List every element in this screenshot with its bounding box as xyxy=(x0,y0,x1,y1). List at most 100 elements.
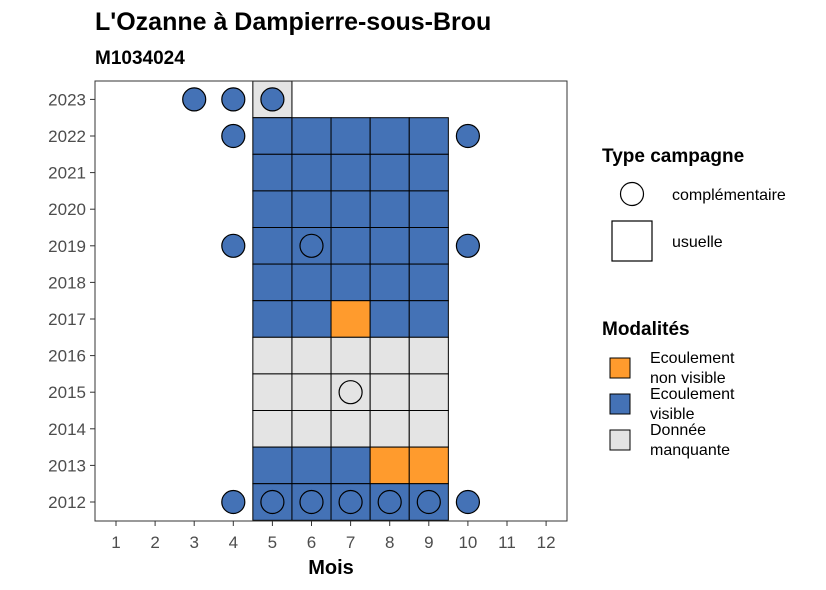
cell-usuelle-2015-6 xyxy=(291,373,332,411)
point-complementaire-2012-4 xyxy=(221,489,246,515)
cell-usuelle-2013-9 xyxy=(408,446,449,485)
legend-modalite-label-ecoulement_non_visible-0: Ecoulement xyxy=(650,350,735,367)
cell-usuelle-2021-7 xyxy=(330,153,371,192)
point-complementaire-2022-4 xyxy=(221,123,246,149)
cell-usuelle-2022-5 xyxy=(252,117,293,155)
x-tick-label-10: 10 xyxy=(458,533,477,552)
x-tick-label-2: 2 xyxy=(150,533,159,552)
legend-type-label-0: complémentaire xyxy=(672,187,786,204)
y-tick-label-2017: 2017 xyxy=(48,310,86,329)
y-tick-label-2016: 2016 xyxy=(48,347,86,366)
legend-modalite-label-donnee_manquante-1: manquante xyxy=(650,442,730,459)
legend-key-donnee_manquante xyxy=(609,429,631,451)
point-complementaire-2019-6 xyxy=(299,233,324,258)
point-complementaire-2012-8 xyxy=(377,489,402,515)
x-tick-label-1: 1 xyxy=(111,533,120,552)
cell-usuelle-2014-6 xyxy=(291,410,332,448)
x-tick-label-3: 3 xyxy=(189,533,198,552)
cells-layer xyxy=(252,80,449,521)
y-tick-label-2012: 2012 xyxy=(48,493,86,512)
y-axis: 2012 2013 2014 2015 2016 2017 2018 2019 2020 2021… xyxy=(48,90,95,512)
cell-usuelle-2015-8 xyxy=(369,373,410,411)
legend-key-ecoulement_visible xyxy=(609,393,631,415)
cell-usuelle-2014-9 xyxy=(408,410,449,448)
cell-usuelle-2019-5 xyxy=(252,227,293,265)
point-complementaire-2019-4 xyxy=(221,233,246,258)
cell-usuelle-2022-8 xyxy=(369,117,410,155)
cell-usuelle-2014-7 xyxy=(330,410,371,448)
y-tick-label-2019: 2019 xyxy=(48,237,86,256)
x-tick-label-6: 6 xyxy=(307,533,316,552)
x-tick-label-4: 4 xyxy=(229,533,238,552)
x-tick-label-11: 11 xyxy=(498,533,516,552)
cell-usuelle-2021-9 xyxy=(408,153,449,192)
legend-type-label-1: usuelle xyxy=(672,234,723,251)
cell-usuelle-2018-9 xyxy=(408,263,449,302)
cell-usuelle-2020-6 xyxy=(291,190,332,228)
cell-usuelle-2017-5 xyxy=(252,300,293,338)
cell-usuelle-2021-5 xyxy=(252,153,293,192)
legend-type-campagne: Type campagne complémentaire usuelle xyxy=(602,146,786,262)
x-tick-label-7: 7 xyxy=(346,533,355,552)
point-complementaire-2023-5 xyxy=(260,87,285,112)
cell-usuelle-2019-9 xyxy=(408,227,449,265)
point-complementaire-2015-7 xyxy=(338,380,363,405)
cell-usuelle-2014-5 xyxy=(252,410,293,448)
y-tick-label-2014: 2014 xyxy=(48,420,86,439)
cell-usuelle-2017-6 xyxy=(291,300,332,338)
x-axis-title: Mois xyxy=(308,557,354,579)
cell-usuelle-2013-6 xyxy=(291,446,332,485)
cell-usuelle-2022-7 xyxy=(330,117,371,155)
cell-usuelle-2022-9 xyxy=(408,117,449,155)
cell-usuelle-2015-5 xyxy=(252,373,293,411)
point-complementaire-2023-3 xyxy=(182,87,207,112)
x-tick-label-8: 8 xyxy=(385,533,394,552)
cell-usuelle-2018-5 xyxy=(252,263,293,302)
cell-usuelle-2021-8 xyxy=(369,153,410,192)
points-layer xyxy=(182,87,480,515)
cell-usuelle-2018-6 xyxy=(291,263,332,302)
y-tick-label-2021: 2021 xyxy=(48,164,86,183)
cell-usuelle-2020-7 xyxy=(330,190,371,228)
cell-usuelle-2017-7 xyxy=(330,300,371,338)
y-tick-label-2018: 2018 xyxy=(48,273,86,292)
cell-usuelle-2016-9 xyxy=(408,336,449,375)
cell-usuelle-2017-9 xyxy=(408,300,449,338)
cell-usuelle-2019-7 xyxy=(330,227,371,265)
x-axis: 1 2 3 4 5 6 7 8 9 10 11 12 xyxy=(111,521,556,552)
point-complementaire-2012-10 xyxy=(455,489,480,515)
point-complementaire-2012-7 xyxy=(338,489,363,515)
cell-usuelle-2019-8 xyxy=(369,227,410,265)
legend-type-title: Type campagne xyxy=(602,146,744,167)
legend-modalite-label-ecoulement_non_visible-1: non visible xyxy=(650,370,726,387)
legend-key-ecoulement_non_visible xyxy=(609,357,631,379)
plot-border xyxy=(94,80,568,522)
y-tick-label-2022: 2022 xyxy=(48,127,86,146)
legend-modalite-label-ecoulement_visible-1: visible xyxy=(650,406,695,423)
cell-usuelle-2020-9 xyxy=(408,190,449,228)
point-complementaire-2022-10 xyxy=(455,123,480,149)
cell-usuelle-2016-8 xyxy=(369,336,410,375)
y-tick-label-2013: 2013 xyxy=(48,456,86,475)
cell-usuelle-2016-7 xyxy=(330,336,371,375)
cell-usuelle-2018-8 xyxy=(369,263,410,302)
cell-usuelle-2016-6 xyxy=(291,336,332,375)
legend-key-usuelle xyxy=(611,220,653,262)
point-complementaire-2019-10 xyxy=(455,233,480,258)
x-tick-label-12: 12 xyxy=(537,533,556,552)
cell-usuelle-2015-9 xyxy=(408,373,449,411)
legend-modalite-label-ecoulement_visible-0: Ecoulement xyxy=(650,386,735,403)
y-tick-label-2020: 2020 xyxy=(48,200,86,219)
x-tick-label-5: 5 xyxy=(268,533,277,552)
cell-usuelle-2020-5 xyxy=(252,190,293,228)
y-tick-label-2023: 2023 xyxy=(48,90,86,109)
cell-usuelle-2020-8 xyxy=(369,190,410,228)
point-complementaire-2012-9 xyxy=(416,489,441,515)
cell-usuelle-2016-5 xyxy=(252,336,293,375)
point-complementaire-2012-6 xyxy=(299,489,324,515)
point-complementaire-2012-5 xyxy=(260,489,285,515)
cell-usuelle-2013-5 xyxy=(252,446,293,485)
cell-usuelle-2017-8 xyxy=(369,300,410,338)
